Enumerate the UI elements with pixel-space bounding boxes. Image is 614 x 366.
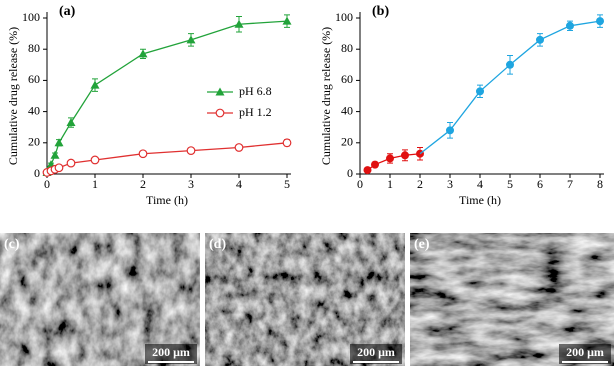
y-tick-label: 60 [28,72,40,86]
marker [215,108,225,118]
sem-texture [0,233,200,366]
x-axis-label: Time (h) [459,193,501,207]
y-tick-label: 20 [28,135,40,149]
y-tick-label: 100 [335,10,353,24]
y-tick-label: 80 [28,41,40,55]
sem-texture [205,233,405,366]
y-tick-label: 80 [341,41,353,55]
x-tick-label: 0 [44,177,50,191]
y-axis-label: Cumulative drug release (%) [6,27,20,165]
series-line [46,142,288,174]
x-tick-label: 2 [140,177,146,191]
x-tick-label: 8 [597,177,603,191]
y-tick-label: 20 [341,135,353,149]
scale-bar-label: 200 μm [152,345,190,359]
connector [419,129,451,155]
panel-label: (c) [4,237,20,252]
y-tick-label: 100 [22,10,40,24]
scale-bar-bg [350,344,402,364]
sem-texture [410,233,614,366]
scale-bar-label: 200 μm [566,345,604,359]
marker [566,21,574,30]
marker [54,163,64,173]
y-tick-label: 0 [347,166,353,180]
x-tick-label: 5 [284,177,290,191]
x-tick-label: 1 [387,177,393,191]
y-axis-label: Cumulative drug release (%) [319,27,333,165]
marker [363,166,372,175]
chart-title: (b) [372,4,389,19]
scale-bar-bg [559,344,611,364]
marker [66,118,76,127]
marker [506,60,514,69]
marker [386,154,394,163]
x-tick-label: 6 [537,177,543,191]
marker [66,158,76,168]
legend-label: pH 6.8 [239,84,272,98]
x-tick-label: 5 [507,177,513,191]
marker [138,49,148,58]
x-tick-label: 1 [92,177,98,191]
y-tick-label: 0 [34,166,40,180]
y-tick-label: 60 [341,72,353,86]
x-tick-label: 7 [567,177,573,191]
x-tick-label: 4 [236,177,242,191]
marker [536,35,544,44]
marker [138,149,148,159]
panel-label: (e) [414,237,430,252]
x-tick-label: 0 [357,177,363,191]
marker [50,150,60,159]
series-line [449,20,601,131]
marker [282,138,292,148]
marker [476,87,484,96]
marker [371,160,379,169]
legend-label: pH 1.2 [239,105,272,119]
marker [186,146,196,156]
x-tick-label: 2 [417,177,423,191]
x-axis-label: Time (h) [146,193,188,207]
x-tick-label: 3 [188,177,194,191]
marker [215,87,225,96]
y-tick-label: 40 [28,103,40,117]
marker [54,138,64,147]
series-line [46,20,288,173]
chart-title: (a) [59,4,76,19]
x-tick-label: 3 [447,177,453,191]
marker [446,126,454,135]
marker [234,19,244,28]
scale-bar-label: 200 μm [357,345,395,359]
marker [234,143,244,152]
y-tick-label: 40 [341,103,353,117]
marker [401,151,409,160]
marker [90,155,100,165]
scale-bar-bg [145,344,197,364]
marker [596,17,604,26]
x-tick-label: 4 [477,177,483,191]
marker [282,16,292,25]
panel-label: (d) [209,237,226,252]
marker [90,80,100,89]
marker [186,35,196,44]
